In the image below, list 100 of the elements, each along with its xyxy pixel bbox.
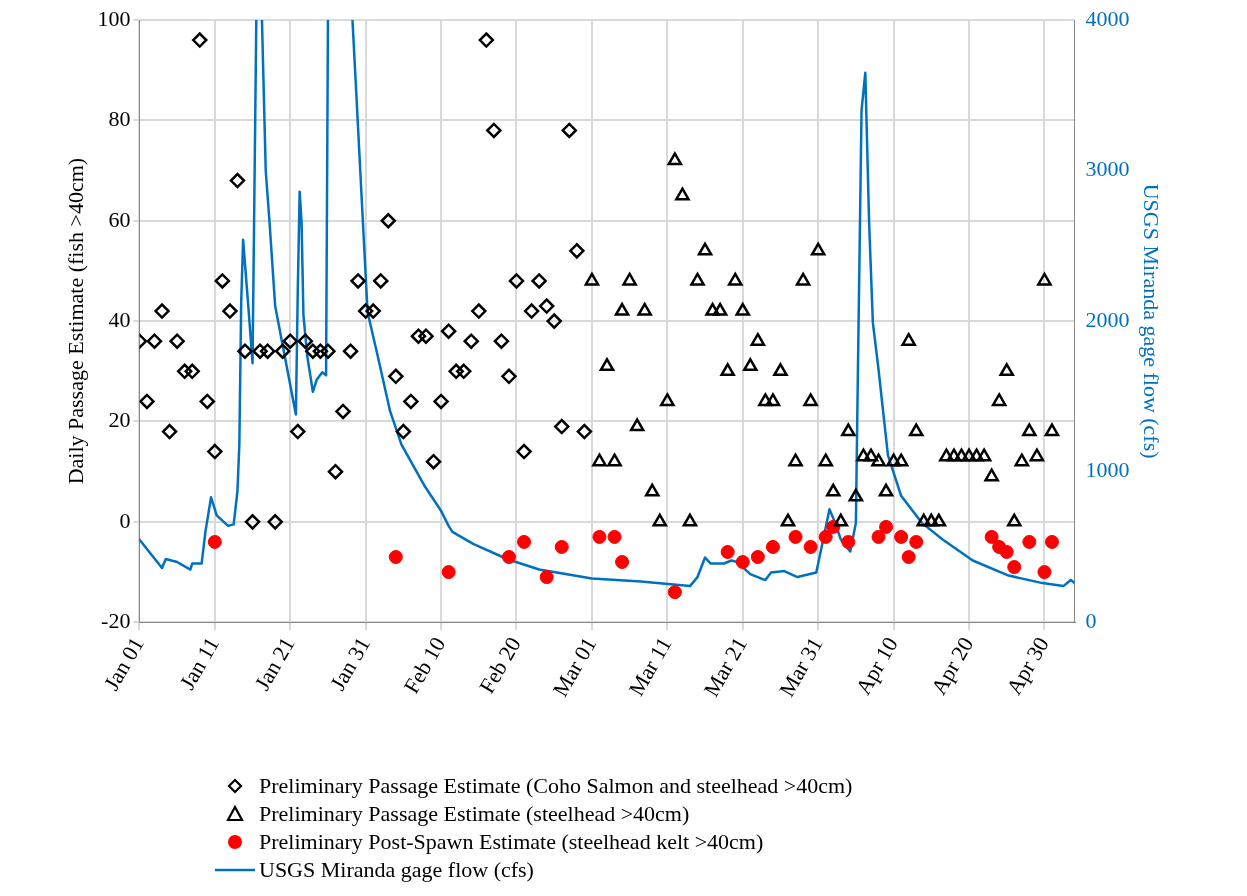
point xyxy=(1044,534,1059,549)
point xyxy=(735,555,750,570)
point xyxy=(229,172,246,189)
point xyxy=(569,243,585,259)
point xyxy=(244,514,261,530)
point xyxy=(984,529,999,544)
point xyxy=(517,534,532,549)
x-tick-label: Apr 30 xyxy=(1001,632,1054,699)
point xyxy=(274,343,291,359)
point xyxy=(199,393,216,410)
point xyxy=(554,539,569,554)
point xyxy=(207,443,223,460)
y2-tick-label: 1000 xyxy=(1085,457,1130,483)
y-tick-label: 20 xyxy=(108,407,131,433)
x-tick-label: Feb 20 xyxy=(473,632,526,698)
point xyxy=(372,273,389,289)
point xyxy=(538,298,555,314)
y-tick-label: 80 xyxy=(108,106,131,132)
point xyxy=(350,273,366,289)
point xyxy=(139,393,155,410)
point xyxy=(252,343,268,359)
point xyxy=(1007,560,1022,575)
point xyxy=(788,529,803,544)
point xyxy=(592,529,607,544)
point xyxy=(667,585,682,600)
point xyxy=(508,273,525,289)
point xyxy=(750,550,765,564)
point xyxy=(486,122,502,139)
point xyxy=(841,534,856,549)
x-tick-label: Jan 21 xyxy=(249,632,300,695)
point xyxy=(297,333,314,349)
point xyxy=(290,423,306,440)
point xyxy=(342,343,359,359)
point xyxy=(335,403,351,420)
point xyxy=(327,463,344,480)
legend-label: USGS Miranda gage flow (cfs) xyxy=(259,856,534,884)
point xyxy=(207,534,222,549)
point xyxy=(395,423,412,440)
point xyxy=(478,32,495,48)
point xyxy=(214,273,231,289)
point xyxy=(493,333,510,349)
point xyxy=(320,343,336,359)
point xyxy=(169,333,185,349)
point xyxy=(154,303,170,319)
y-axis-title: Daily Passage Estimate (fish >40cm) xyxy=(62,157,88,485)
point xyxy=(1022,534,1037,549)
point xyxy=(576,423,593,440)
point xyxy=(403,393,419,410)
point xyxy=(803,539,818,554)
x-tick-label: Mar 11 xyxy=(623,632,677,701)
point xyxy=(546,313,562,329)
point xyxy=(388,550,403,564)
point xyxy=(554,418,570,435)
point xyxy=(146,333,163,349)
point xyxy=(471,303,487,319)
point xyxy=(818,529,833,544)
point xyxy=(176,363,193,380)
point xyxy=(539,570,554,585)
point xyxy=(1037,565,1052,580)
point xyxy=(380,213,397,229)
y-tick-label: 60 xyxy=(108,206,131,232)
point xyxy=(161,423,178,440)
point xyxy=(222,303,238,319)
y-tick-label: -20 xyxy=(101,608,131,634)
point xyxy=(523,303,540,319)
x-tick-label: Mar 21 xyxy=(698,632,753,701)
point xyxy=(999,544,1014,559)
x-tick-label: Apr 10 xyxy=(850,632,903,699)
point xyxy=(901,550,916,564)
y2-tick-label: 2000 xyxy=(1085,306,1130,332)
point xyxy=(410,328,427,344)
x-tick-label: Mar 01 xyxy=(547,632,602,701)
legend-label: Preliminary Passage Estimate (Coho Salmon and steelhead >40cm) xyxy=(259,772,853,800)
point xyxy=(312,343,329,359)
y-tick-label: 40 xyxy=(108,306,131,332)
point xyxy=(463,333,479,349)
point xyxy=(237,343,253,359)
y2-axis-title: USGS Miranda gage flow (cfs) xyxy=(1139,183,1165,459)
point xyxy=(501,550,516,564)
point xyxy=(282,333,298,349)
point xyxy=(615,555,630,570)
point xyxy=(607,529,622,544)
x-tick-label: Apr 20 xyxy=(925,632,979,699)
point xyxy=(184,363,200,380)
point xyxy=(894,529,909,544)
point xyxy=(305,343,321,359)
point xyxy=(448,363,464,380)
point xyxy=(765,539,780,554)
point xyxy=(418,328,434,344)
point xyxy=(191,32,208,48)
x-tick-label: Feb 10 xyxy=(398,632,451,698)
legend-label: Preliminary Passage Estimate (steelhead >40cm) xyxy=(259,800,690,828)
x-tick-label: Mar 31 xyxy=(773,632,828,701)
point xyxy=(441,565,456,580)
legend-label: Preliminary Post-Spawn Estimate (steelhead kelt >40cm) xyxy=(259,828,764,856)
point xyxy=(433,393,449,410)
point xyxy=(909,534,924,549)
point xyxy=(365,303,381,319)
point xyxy=(871,529,886,544)
point xyxy=(259,343,276,359)
